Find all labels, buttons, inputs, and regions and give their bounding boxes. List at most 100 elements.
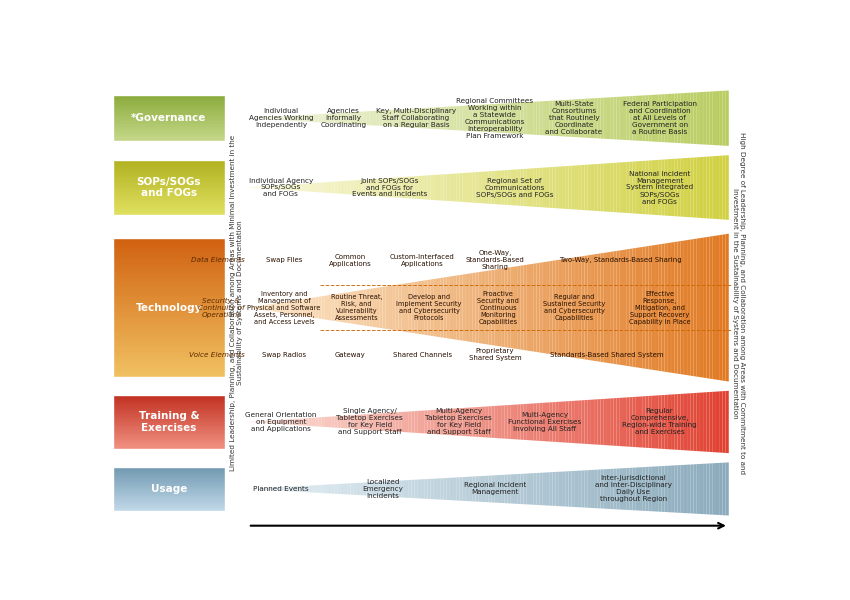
Polygon shape	[402, 412, 405, 432]
Polygon shape	[415, 479, 418, 499]
Bar	[113, 326, 224, 328]
Polygon shape	[687, 92, 690, 144]
Polygon shape	[321, 417, 325, 427]
Polygon shape	[267, 421, 270, 424]
Polygon shape	[558, 259, 562, 356]
Polygon shape	[585, 400, 587, 444]
Polygon shape	[475, 172, 479, 203]
Bar	[113, 420, 224, 421]
Polygon shape	[460, 173, 462, 202]
Polygon shape	[415, 109, 418, 128]
Polygon shape	[649, 160, 652, 215]
Polygon shape	[341, 416, 344, 428]
Polygon shape	[382, 286, 386, 329]
Bar	[113, 180, 224, 181]
Polygon shape	[556, 100, 558, 136]
Polygon shape	[488, 104, 491, 132]
Bar	[113, 206, 224, 207]
Bar	[113, 415, 224, 416]
Polygon shape	[424, 280, 428, 335]
Polygon shape	[575, 401, 578, 443]
Bar	[113, 340, 224, 342]
Text: Multi-State
Consortiums
that Routinely
Coordinate
and Collaborate: Multi-State Consortiums that Routinely C…	[546, 101, 603, 135]
Polygon shape	[415, 176, 418, 199]
Polygon shape	[363, 482, 366, 496]
Polygon shape	[562, 259, 565, 356]
Polygon shape	[264, 117, 267, 119]
Bar	[113, 120, 224, 121]
Text: Inter-Jurisdictional
and Inter-Disciplinary
Daily Use
throughout Region: Inter-Jurisdictional and Inter-Disciplin…	[595, 475, 672, 502]
Polygon shape	[334, 181, 337, 194]
Polygon shape	[456, 106, 460, 130]
Bar	[113, 207, 224, 208]
Polygon shape	[607, 163, 610, 212]
Polygon shape	[514, 266, 517, 349]
Polygon shape	[309, 485, 312, 493]
Bar	[113, 510, 224, 511]
Polygon shape	[643, 161, 645, 214]
Polygon shape	[309, 418, 312, 426]
Polygon shape	[546, 403, 549, 442]
Polygon shape	[601, 253, 603, 362]
Bar	[113, 431, 224, 432]
Polygon shape	[386, 286, 389, 329]
Polygon shape	[283, 487, 286, 491]
Polygon shape	[706, 236, 710, 379]
Polygon shape	[277, 185, 280, 190]
Polygon shape	[312, 485, 315, 493]
Bar	[113, 140, 224, 141]
Polygon shape	[328, 484, 332, 494]
Bar	[113, 119, 224, 120]
Polygon shape	[690, 393, 694, 451]
Text: Individual
Agencies Working
Independently: Individual Agencies Working Independentl…	[248, 108, 313, 128]
Polygon shape	[558, 166, 562, 209]
Bar	[113, 294, 224, 296]
Polygon shape	[502, 170, 504, 205]
Polygon shape	[473, 272, 475, 343]
Polygon shape	[536, 403, 540, 441]
Polygon shape	[357, 415, 360, 429]
Polygon shape	[700, 392, 703, 451]
Polygon shape	[440, 478, 444, 500]
Polygon shape	[473, 407, 475, 437]
Bar	[113, 262, 224, 264]
Polygon shape	[614, 469, 616, 509]
Polygon shape	[389, 178, 392, 197]
Text: Planned Events: Planned Events	[253, 486, 309, 492]
Polygon shape	[520, 474, 524, 504]
Polygon shape	[292, 115, 296, 121]
Polygon shape	[713, 91, 716, 145]
Polygon shape	[405, 412, 408, 433]
Polygon shape	[360, 415, 363, 430]
Polygon shape	[681, 465, 684, 513]
Bar	[113, 301, 224, 303]
Polygon shape	[292, 300, 296, 315]
Polygon shape	[565, 100, 569, 137]
Text: Regional Set of
Communications
SOPs/SOGs and FOGs: Regional Set of Communications SOPs/SOGs…	[476, 178, 553, 197]
Polygon shape	[674, 394, 677, 450]
Bar	[113, 138, 224, 139]
Polygon shape	[674, 158, 677, 217]
Bar	[113, 209, 224, 211]
Polygon shape	[706, 92, 710, 145]
Bar	[113, 425, 224, 427]
Polygon shape	[421, 410, 424, 433]
Bar	[113, 312, 224, 314]
Bar	[113, 245, 224, 248]
Polygon shape	[290, 116, 292, 121]
Polygon shape	[479, 476, 482, 502]
Polygon shape	[469, 476, 473, 502]
Bar	[113, 275, 224, 278]
Bar	[113, 205, 224, 206]
Polygon shape	[418, 108, 421, 128]
Polygon shape	[587, 470, 591, 508]
Bar	[113, 112, 224, 113]
Polygon shape	[264, 305, 267, 311]
Polygon shape	[569, 401, 572, 443]
Text: Routine Threat,
Risk, and
Vulnerability
Assessments: Routine Threat, Risk, and Vulnerability …	[331, 294, 383, 321]
Polygon shape	[424, 108, 428, 128]
Polygon shape	[286, 301, 290, 314]
Polygon shape	[687, 158, 690, 217]
Polygon shape	[694, 393, 697, 451]
Polygon shape	[348, 415, 350, 428]
